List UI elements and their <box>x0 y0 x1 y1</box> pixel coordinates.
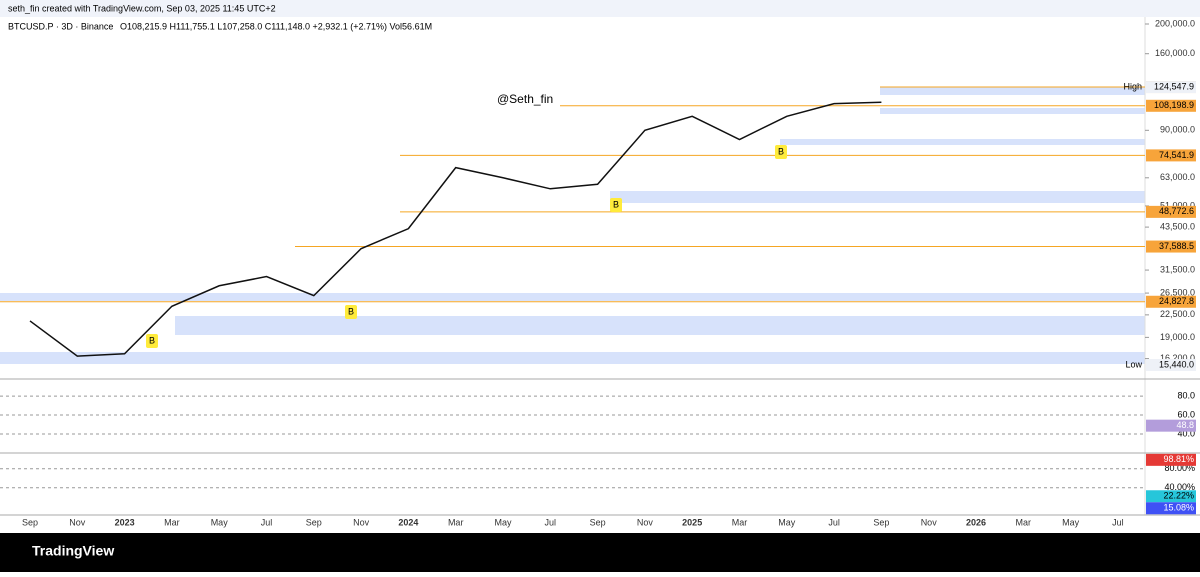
stoch-label: 22.22% <box>1163 491 1194 501</box>
time-label: Sep <box>22 517 38 527</box>
buy-badge-label: B <box>149 335 155 345</box>
pane-tick-label: 40.0 <box>1177 428 1195 438</box>
time-label: 2025 <box>682 517 702 527</box>
time-label: Mar <box>448 517 464 527</box>
time-label: 2024 <box>398 517 418 527</box>
extreme-tag <box>1146 81 1196 94</box>
rsi-label: 48.8 <box>1176 420 1194 430</box>
extreme-name: High <box>1123 81 1142 91</box>
time-label: Nov <box>637 517 654 527</box>
rsi-tag <box>1146 419 1196 432</box>
level-tag <box>1146 99 1196 112</box>
price-tick-label: 200,000.0 <box>1155 18 1195 28</box>
pane-tick-label: 60.0 <box>1177 409 1195 419</box>
header-bar <box>0 0 1200 17</box>
price-tick-label: 31,500.0 <box>1160 264 1195 274</box>
time-label: Sep <box>873 517 889 527</box>
stoch-tag <box>1146 490 1196 503</box>
level-tag <box>1146 205 1196 218</box>
price-line <box>29 101 882 357</box>
time-label: Jul <box>828 517 840 527</box>
level-tag <box>1146 240 1196 253</box>
zones <box>0 87 1145 364</box>
extreme-label: 124,547.9 <box>1154 81 1194 91</box>
level-label: 108,198.9 <box>1154 100 1194 110</box>
price-tick-label: 160,000.0 <box>1155 48 1195 58</box>
stoch-tag <box>1146 453 1196 466</box>
time-label: Nov <box>69 517 86 527</box>
time-label: Sep <box>306 517 322 527</box>
extreme-tag <box>1146 359 1196 371</box>
price-tick-label: 63,000.0 <box>1160 172 1195 182</box>
time-label: May <box>778 517 796 527</box>
price-tick-label: 51,000.0 <box>1160 200 1195 210</box>
time-label: May <box>494 517 512 527</box>
ohlc: O108,215.9 H111,755.1 L107,258.0 C111,14… <box>120 21 432 31</box>
time-label: Nov <box>353 517 370 527</box>
extreme-name: Low <box>1125 359 1142 369</box>
time-label: 2023 <box>115 517 135 527</box>
pane-tick-label: 80.0 <box>1177 390 1195 400</box>
footer-bar <box>0 533 1200 572</box>
buy-badge <box>775 145 787 159</box>
price-tick-label: 16,200.0 <box>1160 353 1195 363</box>
time-label: May <box>1062 517 1080 527</box>
time-label: Mar <box>732 517 748 527</box>
watermark: @Seth_fin <box>497 92 553 106</box>
buy-badge <box>146 334 158 348</box>
credit: seth_fin created with TradingView.com, S… <box>8 3 276 13</box>
level-tag <box>1146 149 1196 162</box>
pane-tick-label: 80.00% <box>1164 463 1195 473</box>
buy-badge-label: B <box>778 146 784 156</box>
buy-badge-label: B <box>613 199 619 209</box>
time-label: May <box>211 517 229 527</box>
time-label: Jul <box>261 517 273 527</box>
extreme-label: 15,440.0 <box>1159 359 1194 369</box>
time-label: Mar <box>164 517 180 527</box>
buy-badge-label: B <box>348 306 354 316</box>
time-label: Jul <box>1112 517 1124 527</box>
level-tag <box>1146 295 1196 308</box>
pane-tick-label: 40.00% <box>1164 482 1195 492</box>
time-label: Sep <box>590 517 606 527</box>
level-label: 37,588.5 <box>1159 241 1194 251</box>
stoch-label: 15.08% <box>1163 503 1194 513</box>
time-label: Nov <box>921 517 938 527</box>
price-tick-label: 19,000.0 <box>1160 332 1195 342</box>
buy-badge <box>345 305 357 319</box>
level-label: 74,541.9 <box>1159 150 1194 160</box>
stoch-label: 98.81% <box>1163 454 1194 464</box>
time-label: Mar <box>1016 517 1032 527</box>
price-tick-label: 90,000.0 <box>1160 125 1195 135</box>
price-tick-label: 43,500.0 <box>1160 221 1195 231</box>
price-tick-label: 22,500.0 <box>1160 309 1195 319</box>
buy-badge <box>610 198 622 212</box>
symbol: BTCUSD.P · 3D · Binance <box>8 21 113 31</box>
stoch-tag <box>1146 502 1196 515</box>
price-tick-label: 26,500.0 <box>1160 287 1195 297</box>
footer-logo: TradingView <box>32 543 114 559</box>
level-label: 24,827.8 <box>1159 296 1194 306</box>
time-label: Jul <box>545 517 557 527</box>
time-label: 2026 <box>966 517 986 527</box>
level-label: 48,772.6 <box>1159 206 1194 216</box>
